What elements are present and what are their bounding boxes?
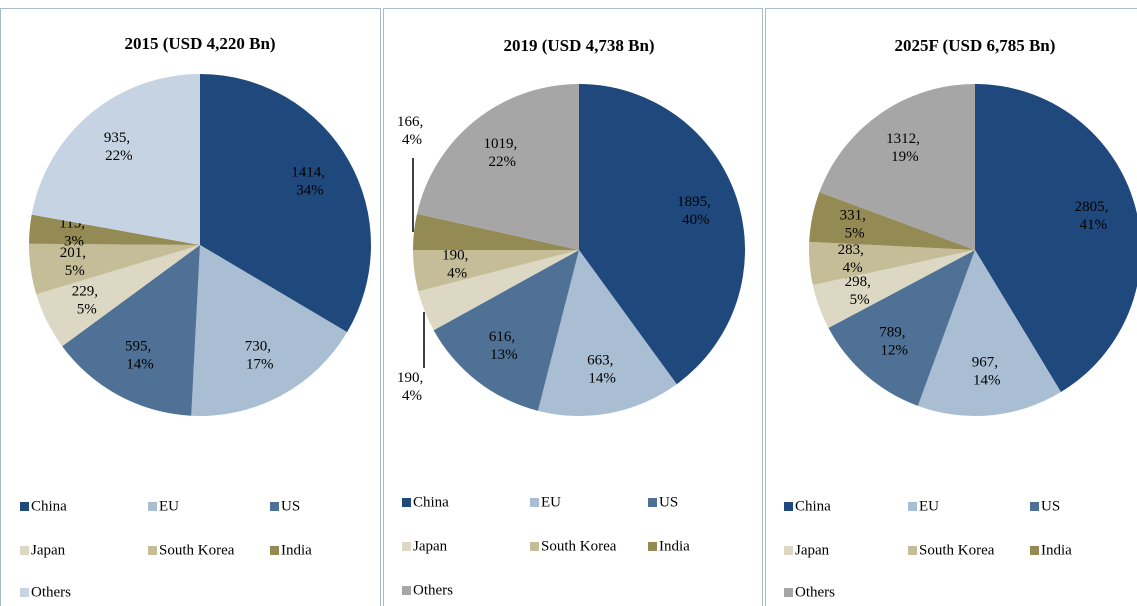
legend-label: Japan [795, 542, 830, 558]
legend-swatch [908, 546, 917, 555]
data-label: 663, 14% [587, 353, 617, 387]
data-label: 166, 4% [397, 114, 427, 148]
legend-label: South Korea [919, 542, 995, 558]
legend-label: Japan [31, 542, 66, 558]
data-label: 730, 17% [245, 339, 275, 373]
pie-slice [579, 84, 745, 385]
pie-slice [62, 245, 200, 416]
legend-label: China [413, 494, 449, 510]
data-label: 229, 5% [72, 284, 102, 318]
panel-border [383, 8, 763, 606]
panel-border [765, 8, 1137, 606]
legend-label: South Korea [541, 538, 617, 554]
legend-swatch [784, 588, 793, 597]
data-label: 190, 4% [442, 248, 472, 282]
legend-swatch [530, 542, 539, 551]
legend-label: India [1041, 542, 1072, 558]
pie-slice [413, 213, 579, 251]
pie-slice [36, 245, 201, 347]
data-label: 1414, 34% [291, 165, 329, 199]
legend-swatch [20, 588, 29, 597]
data-label: 1895, 40% [677, 194, 715, 228]
legend-swatch [402, 542, 411, 551]
panel-border [0, 8, 381, 606]
legend-swatch [1030, 546, 1039, 555]
legend-label: India [659, 538, 690, 554]
pie-slice [819, 84, 975, 250]
chart-title: 2025F (USD 6,785 Bn) [895, 36, 1056, 55]
legend-swatch [270, 502, 279, 511]
legend-label: EU [159, 498, 179, 514]
pie-slice [413, 250, 579, 292]
pie-slice [29, 214, 201, 245]
data-label: 201, 5% [60, 245, 90, 279]
pie-slice [433, 250, 579, 411]
legend-label: Others [795, 584, 835, 600]
data-label: 595, 14% [125, 339, 155, 373]
pie-slice [809, 192, 975, 250]
pie-slice [416, 84, 579, 250]
legend-label: US [281, 498, 300, 514]
legend-label: EU [541, 494, 561, 510]
legend-label: China [795, 498, 831, 514]
pie-slice [29, 243, 201, 295]
data-label: 967, 14% [972, 355, 1002, 389]
pie-slice [537, 250, 677, 416]
chart-title: 2015 (USD 4,220 Bn) [124, 34, 275, 53]
legend-swatch [20, 546, 29, 555]
pie-slice [975, 84, 1137, 393]
pie-slice [828, 250, 975, 406]
data-label: 1312, 19% [886, 132, 924, 166]
legend-label: Japan [413, 538, 448, 554]
legend-label: US [1041, 498, 1060, 514]
legend-label: Others [31, 584, 71, 600]
pie-slice [191, 245, 348, 417]
pie-slice [200, 74, 372, 333]
data-label: 1019, 22% [483, 137, 521, 171]
data-label: 616, 13% [489, 330, 519, 364]
legend-swatch [402, 498, 411, 507]
pie-slice [812, 250, 975, 328]
pie-slice [418, 250, 579, 331]
legend-swatch [648, 542, 657, 551]
legend-swatch [402, 586, 411, 595]
pie-slice [31, 74, 201, 245]
legend-label: India [281, 542, 312, 558]
legend-label: Others [413, 582, 453, 598]
data-label: 2805, 41% [1075, 199, 1113, 233]
data-label: 789, 12% [879, 325, 909, 359]
data-label: 331, 5% [840, 208, 870, 242]
data-label: 298, 5% [845, 275, 875, 309]
legend-label: US [659, 494, 678, 510]
pie-slice [808, 241, 975, 286]
legend-swatch [784, 546, 793, 555]
legend-label: China [31, 498, 67, 514]
legend-swatch [648, 498, 657, 507]
data-label: 190, 4% [397, 370, 427, 404]
legend-swatch [148, 502, 157, 511]
legend-swatch [20, 502, 29, 511]
legend-swatch [908, 502, 917, 511]
data-label: 283, 4% [838, 242, 868, 276]
data-label: 935, 22% [104, 130, 134, 164]
legend-swatch [784, 502, 793, 511]
chart-title: 2019 (USD 4,738 Bn) [503, 36, 654, 55]
legend-swatch [1030, 502, 1039, 511]
legend-label: EU [919, 498, 939, 514]
legend-swatch [148, 546, 157, 555]
legend-label: South Korea [159, 542, 235, 558]
legend-swatch [270, 546, 279, 555]
legend-swatch [530, 498, 539, 507]
pie-slice [917, 250, 1061, 416]
